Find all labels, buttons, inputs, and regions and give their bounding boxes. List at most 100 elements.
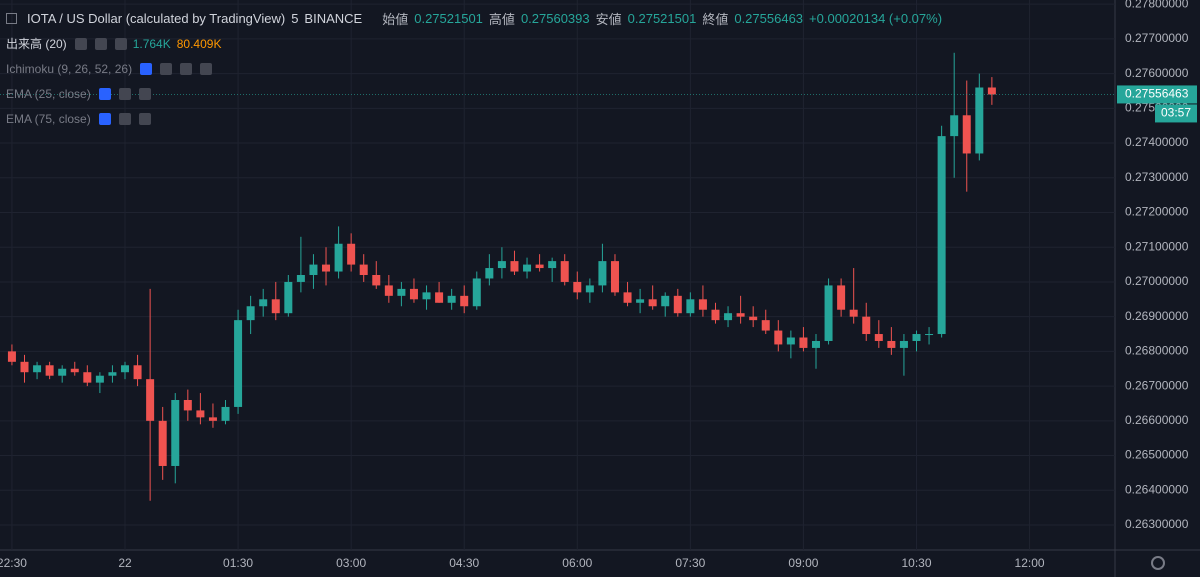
x-tick-label: 22:30 [0,556,27,570]
candle-body [121,365,130,373]
candle-body [234,320,243,407]
candle-body [409,288,418,300]
candle-body [774,330,783,345]
x-tick-label: 12:00 [1015,556,1045,570]
y-tick-label: 0.26900000 [1125,309,1189,323]
ohlc-value: 0.27521501 [627,11,697,26]
candle-body [925,334,934,336]
candle-body [761,320,770,331]
candle-body [309,264,318,275]
change: +0.00020134 (+0.07%) [809,11,943,26]
candle-body [598,261,607,286]
y-tick-label: 0.26500000 [1125,448,1189,462]
settings-icon [1151,556,1165,570]
indicator-row: EMA (75, close) [6,106,942,131]
indicator-name[interactable]: Ichimoku (9, 26, 52, 26) [6,61,133,76]
icon[interactable] [138,87,151,100]
y-tick-label: 0.27400000 [1125,135,1189,149]
exchange[interactable]: BINANCE [304,11,363,26]
candle-body [472,278,481,307]
candle-body [749,316,758,321]
icon[interactable] [98,112,111,125]
candle-body [422,292,431,300]
candle-body [673,295,682,314]
icon[interactable] [74,37,87,50]
candle-body [158,420,167,466]
candle-body [724,313,733,321]
y-tick-label: 0.26600000 [1125,413,1189,427]
x-tick-label: 04:30 [449,556,479,570]
indicator-name[interactable]: EMA (75, close) [6,111,91,126]
x-tick-label: 22 [118,556,132,570]
indicator-name[interactable]: EMA (25, close) [6,86,91,101]
icon[interactable] [138,112,151,125]
candle-body [711,309,720,321]
x-tick-label: 10:30 [901,556,931,570]
y-tick-label: 0.27600000 [1125,66,1189,80]
symbol-row: IOTA / US Dollar (calculated by TradingV… [6,6,942,31]
candle-body [573,281,582,293]
icon[interactable] [160,62,173,75]
y-tick-label: 0.27700000 [1125,31,1189,45]
indicator-row: Ichimoku (9, 26, 52, 26) [6,56,942,81]
candle-body [183,400,192,411]
candle-body [133,365,142,380]
candle-body [950,115,959,137]
candle-body [20,361,29,373]
candle-body [912,334,921,341]
candle-body [58,368,67,376]
icon[interactable] [94,37,107,50]
candle-body [899,340,908,348]
y-tick-label: 0.27200000 [1125,205,1189,219]
x-tick-label: 09:00 [788,556,818,570]
candle-body [610,261,619,293]
candle-body [95,375,104,383]
y-tick-label: 0.27800000 [1125,0,1189,10]
ohlc-value: 0.27521501 [414,11,483,26]
countdown-label: 03:57 [1161,106,1191,120]
countdown-tag [1155,104,1197,123]
candle-body [987,87,996,95]
ohlc-value: 0.27560393 [520,11,590,26]
x-tick-label: 06:00 [562,556,592,570]
candle-body [686,299,695,314]
candle-body [736,313,745,317]
icon[interactable] [98,87,111,100]
candle-body [698,299,707,310]
candle-body [359,264,368,275]
icon[interactable] [118,87,131,100]
y-tick-label: 0.27000000 [1125,274,1189,288]
ohlc-label: 終値 [702,12,729,27]
interval[interactable]: 5 [291,11,299,26]
icon[interactable] [140,62,153,75]
candle-body [83,372,92,383]
candle-body [862,316,871,335]
icon[interactable] [180,62,193,75]
candle-body [271,299,280,314]
candle-body [384,285,393,296]
indicator-name[interactable]: 出来高 (20) [6,37,67,51]
candle-body [296,275,305,282]
candle-body [548,261,557,269]
candle-body [623,292,632,303]
candle-body [45,365,54,376]
candle-body [485,268,494,279]
candle-body [372,275,381,286]
collapse-button[interactable] [6,13,17,24]
candle-body [246,306,255,321]
y-tick-label: 0.26300000 [1125,517,1189,531]
symbol[interactable]: IOTA / US Dollar (calculated by TradingV… [27,11,286,26]
icon[interactable] [114,37,127,50]
icon[interactable] [118,112,131,125]
candle-body [334,243,343,272]
x-tick-label: 01:30 [223,556,253,570]
icon[interactable] [200,62,213,75]
candle-body [824,285,833,341]
candle-body [849,309,858,317]
candle-body [510,261,519,272]
y-tick-label: 0.27100000 [1125,239,1189,253]
candle-body [7,351,16,362]
legend: IOTA / US Dollar (calculated by TradingV… [6,6,942,131]
